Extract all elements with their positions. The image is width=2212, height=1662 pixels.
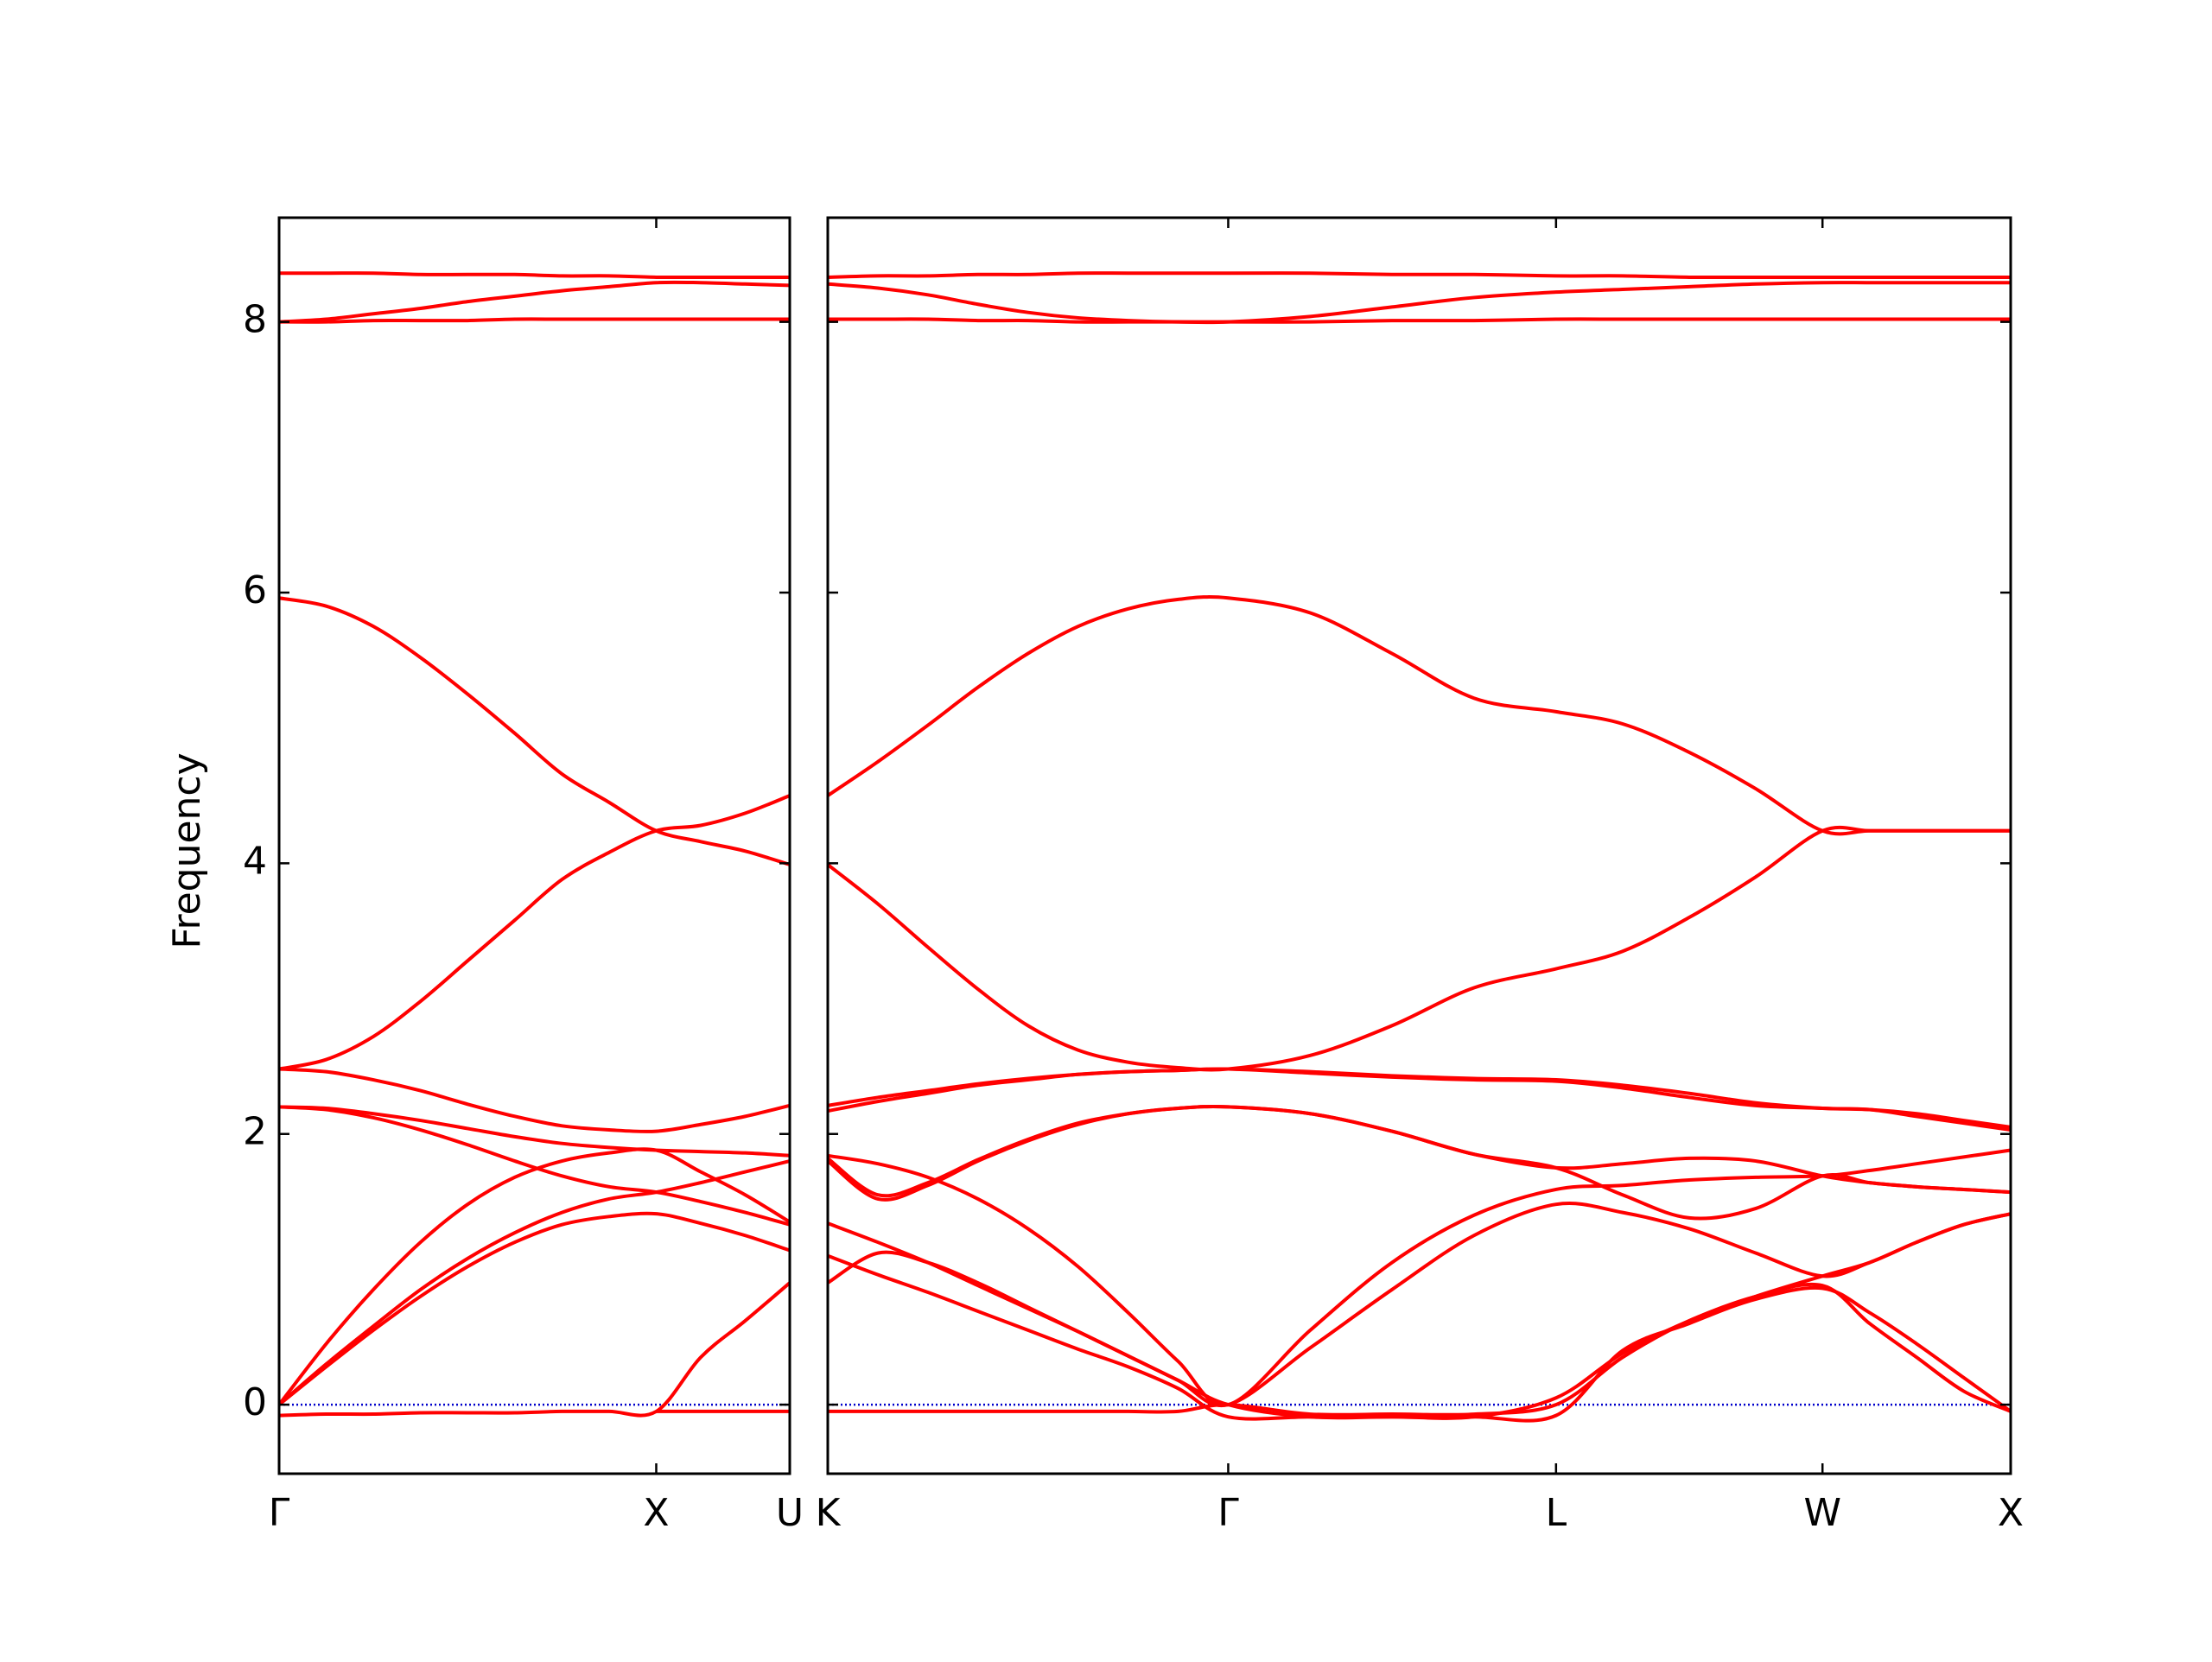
band-line [827, 1253, 2012, 1423]
band-line [827, 1202, 2012, 1408]
band-line [826, 1105, 2012, 1221]
y-tick-label: 0 [243, 1380, 267, 1424]
band-line [278, 596, 791, 866]
plot-frame [826, 216, 2012, 1475]
band-line [828, 1212, 2012, 1417]
y-tick-label: 2 [243, 1110, 267, 1154]
band-line [826, 825, 2011, 1072]
band-line [826, 595, 2011, 836]
x-tick-label: X [1998, 1491, 2024, 1535]
band-line [278, 317, 791, 324]
x-tick-label: W [1803, 1491, 1841, 1535]
band-line [827, 317, 2012, 324]
band-line [278, 1067, 791, 1133]
band-line [827, 1148, 2012, 1407]
x-tick-label: Γ [269, 1491, 290, 1535]
band-line [279, 271, 790, 280]
band-line [278, 794, 791, 1071]
band-line [277, 1147, 791, 1406]
y-tick-label: 8 [243, 298, 267, 342]
band-line [277, 1211, 791, 1406]
band-line [277, 1159, 791, 1406]
band-line [827, 1067, 2012, 1129]
band-line [278, 1105, 791, 1227]
x-tick-label: U [776, 1491, 804, 1535]
plot-frame [277, 216, 791, 1475]
y-axis-label: Frequency [165, 752, 209, 948]
x-tick-label: L [1546, 1491, 1567, 1535]
band-line [278, 1281, 791, 1418]
x-tick-label: X [643, 1491, 669, 1535]
x-tick-label: Γ [1217, 1491, 1239, 1535]
band-line [278, 280, 791, 324]
band-line [826, 1105, 2012, 1202]
band-line [278, 1105, 791, 1158]
x-tick-label: K [816, 1491, 842, 1535]
y-tick-label: 4 [243, 839, 267, 883]
y-tick-label: 6 [243, 568, 267, 612]
band-line [827, 281, 2011, 325]
band-line [827, 271, 2011, 280]
